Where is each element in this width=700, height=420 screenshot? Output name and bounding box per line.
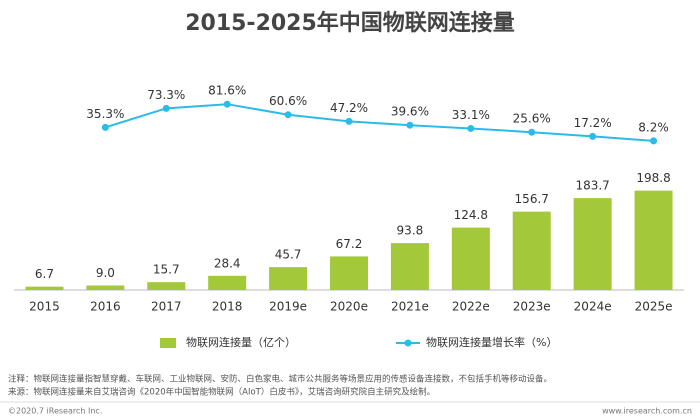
line-point [589, 132, 597, 140]
line-value-label: 25.6% [513, 112, 551, 126]
line-value-label: 35.3% [86, 107, 124, 121]
bar-value-label: 93.8 [397, 224, 424, 238]
x-tick-label: 2024e [574, 300, 612, 314]
bar-value-label: 28.4 [214, 256, 241, 270]
x-tick-label: 2019e [269, 300, 307, 314]
line-point [284, 111, 292, 119]
bar [330, 256, 368, 290]
line-value-label: 33.1% [452, 108, 490, 122]
copyright: ©2020.7 iResearch Inc. [8, 407, 102, 416]
x-tick-label: 2021e [391, 300, 429, 314]
line-value-label: 8.2% [638, 120, 669, 134]
line-value-label: 60.6% [269, 94, 307, 108]
x-tick-label: 2017 [151, 300, 182, 314]
line-point [162, 104, 170, 112]
bar-value-label: 67.2 [336, 237, 363, 251]
website: www.iresearch.com.cn [602, 407, 692, 416]
line-value-label: 81.6% [208, 84, 246, 98]
bar-value-label: 9.0 [96, 266, 115, 280]
legend-label: 物联网连接量（亿个） [186, 335, 296, 349]
legend-marker [404, 339, 412, 347]
x-tick-label: 2018 [212, 300, 243, 314]
bar-value-label: 156.7 [515, 192, 549, 206]
chart-title: 2015-2025年中国物联网连接量 [185, 10, 515, 36]
bar [512, 211, 551, 290]
x-tick-label: 2022e [452, 300, 490, 314]
x-tick-label: 2016 [90, 300, 121, 314]
bar-value-label: 45.7 [275, 248, 302, 262]
line [105, 103, 654, 142]
line-point [650, 137, 658, 145]
line-point [467, 124, 475, 132]
source: 来源：物联网连接量来自艾瑞咨询《2020年中国智能物联网（AIoT）白皮书》，艾… [8, 387, 435, 398]
bar-value-label: 183.7 [575, 179, 609, 193]
line-point [406, 121, 414, 129]
bar [269, 267, 308, 290]
legend-swatch [160, 338, 176, 348]
line-point [528, 128, 536, 136]
line-value-label: 47.2% [330, 101, 368, 115]
bar [634, 190, 673, 290]
line-value-label: 73.3% [147, 88, 185, 102]
bar [573, 198, 612, 290]
line-value-label: 39.6% [391, 105, 429, 119]
bar [86, 285, 125, 290]
bar-value-label: 15.7 [153, 263, 180, 277]
bar [390, 243, 429, 290]
line-value-label: 17.2% [574, 116, 612, 130]
bar [208, 275, 247, 290]
bar-value-label: 124.8 [454, 208, 488, 222]
bar-value-label: 6.7 [35, 267, 54, 281]
line-point [345, 117, 353, 125]
legend-label: 物联网连接量增长率（%） [426, 335, 557, 349]
line-point [101, 123, 109, 131]
x-tick-label: 2023e [513, 300, 551, 314]
bar [147, 282, 186, 290]
bar [451, 227, 490, 290]
x-tick-label: 2020e [330, 300, 368, 314]
x-tick-label: 2015 [29, 300, 60, 314]
x-tick-label: 2025e [635, 300, 673, 314]
notes: 注释：物联网连接量指智慧穿戴、车联网、工业物联网、安防、白色家电、城市公共服务等… [8, 374, 552, 385]
line-point [223, 100, 231, 108]
bar [25, 286, 64, 290]
bar-value-label: 198.8 [636, 171, 670, 185]
